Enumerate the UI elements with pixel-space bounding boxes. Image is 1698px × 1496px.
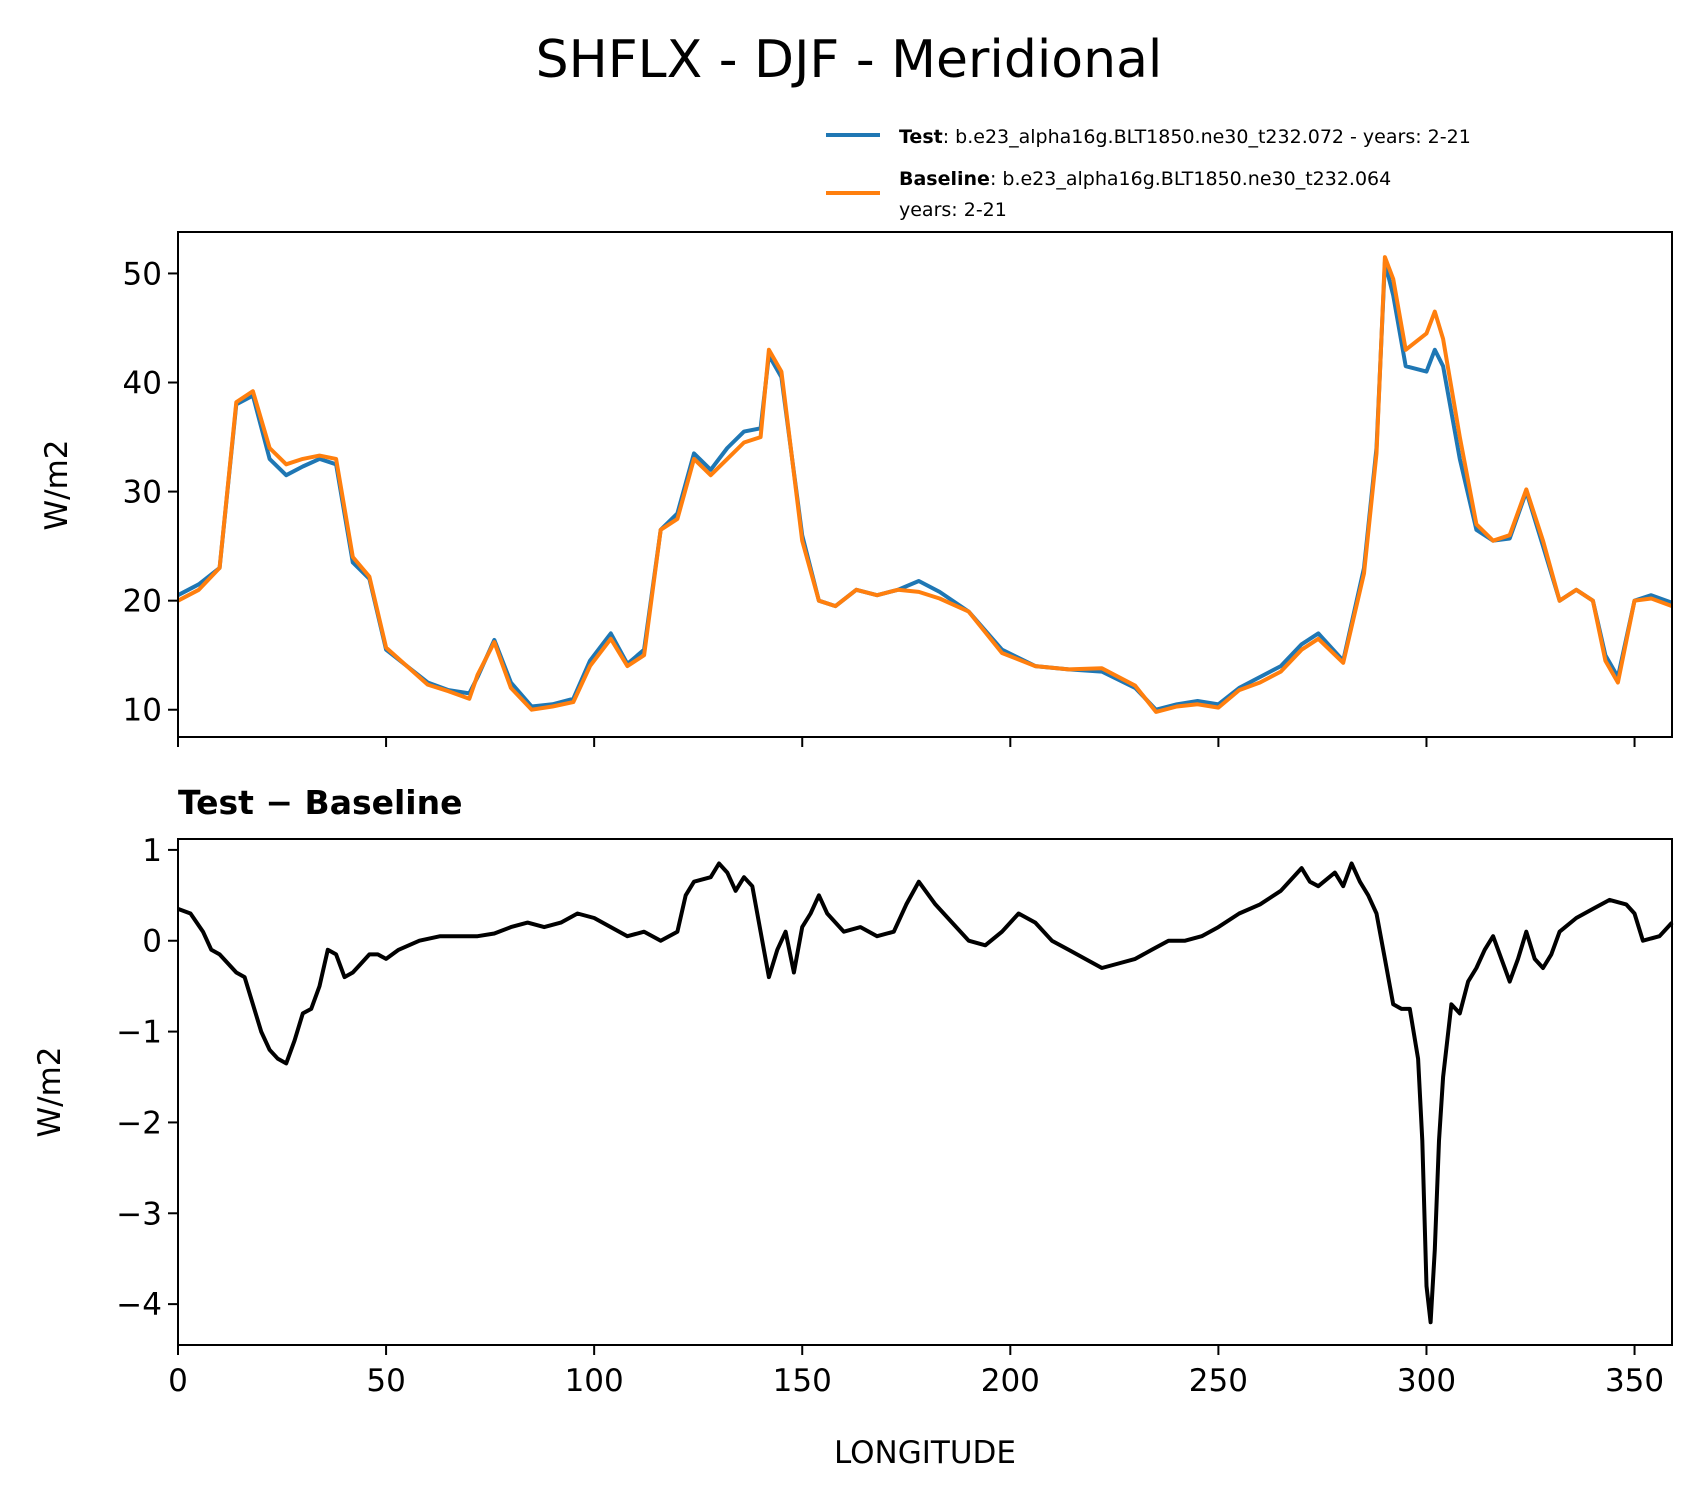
- x-tick-label: 300: [1397, 1363, 1456, 1399]
- x-tick-label: 150: [773, 1363, 832, 1399]
- x-tick-label: 0: [168, 1363, 188, 1399]
- top-y-tick-label: 10: [123, 693, 162, 729]
- x-axis-label: LONGITUDE: [834, 1435, 1016, 1471]
- svg-text:Test: b.e23_alpha16g.BLT1850.n: Test: b.e23_alpha16g.BLT1850.ne30_t232.0…: [899, 126, 1471, 148]
- test-line: [177, 260, 1673, 712]
- bottom-y-tick-label: −4: [116, 1287, 162, 1323]
- top-y-tick-label: 30: [123, 475, 162, 511]
- legend-test-label: Test: [899, 126, 943, 148]
- bottom-y-tick-label: −3: [116, 1196, 162, 1232]
- bottom-panel: Test − Baseline 0 50 100 150 200 250 300 350 1 0 −…: [32, 783, 1674, 1471]
- legend-test-text: : b.e23_alpha16g.BLT1850.ne30_t232.072 -…: [943, 126, 1471, 148]
- top-panel-frame: [177, 231, 1673, 738]
- top-y-axis-label: W/m2: [39, 439, 75, 530]
- figure-title: SHFLX - DJF - Meridional: [536, 30, 1163, 90]
- difference-line: [177, 861, 1674, 1325]
- legend: Test: b.e23_alpha16g.BLT1850.ne30_t232.0…: [826, 126, 1471, 221]
- top-y-tick-label: 50: [123, 256, 162, 292]
- svg-text:Baseline: b.e23_alpha16g.BLT18: Baseline: b.e23_alpha16g.BLT1850.ne30_t2…: [899, 168, 1391, 190]
- legend-baseline-label: Baseline: [899, 168, 990, 190]
- bottom-y-axis-label: W/m2: [32, 1046, 68, 1137]
- x-tick-label: 100: [565, 1363, 624, 1399]
- bottom-y-tick-label: −2: [116, 1105, 162, 1141]
- x-tick-label: 250: [1189, 1363, 1248, 1399]
- top-panel: 10 20 30 40 50 W/m2: [39, 231, 1673, 747]
- top-y-tick-label: 20: [123, 584, 162, 620]
- bottom-panel-title: Test − Baseline: [178, 783, 463, 822]
- x-tick-label: 350: [1605, 1363, 1664, 1399]
- legend-baseline-years: years: 2-21: [899, 199, 1007, 221]
- bottom-y-tick-label: −1: [116, 1015, 162, 1051]
- x-tick-label: 50: [366, 1363, 405, 1399]
- bottom-y-tick-label: 1: [142, 833, 162, 869]
- bottom-panel-frame: [177, 838, 1673, 1346]
- top-y-tick-label: 40: [123, 366, 162, 402]
- bottom-y-tick-label: 0: [142, 924, 162, 960]
- baseline-line: [177, 255, 1673, 714]
- x-tick-label: 200: [981, 1363, 1040, 1399]
- legend-baseline-text: : b.e23_alpha16g.BLT1850.ne30_t232.064: [990, 168, 1391, 190]
